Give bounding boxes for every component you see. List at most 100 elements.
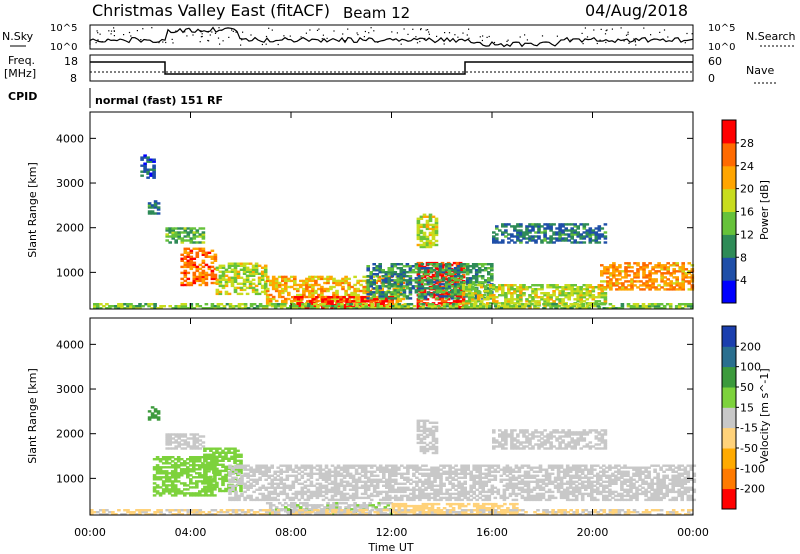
heatmap-cell xyxy=(408,271,413,274)
heatmap-cell xyxy=(183,494,187,497)
heatmap-cell xyxy=(431,235,436,239)
heatmap-cell xyxy=(508,466,513,469)
heatmap-cell xyxy=(599,303,604,306)
heatmap-cell xyxy=(336,466,341,469)
nsearch-dot xyxy=(286,37,288,40)
heatmap-cell xyxy=(433,492,437,496)
heatmap-cell xyxy=(660,280,664,283)
heatmap-cell xyxy=(429,287,434,290)
heatmap-cell xyxy=(549,235,553,238)
heatmap-cell xyxy=(675,278,679,281)
heatmap-cell xyxy=(237,480,241,483)
heatmap-cell xyxy=(426,291,431,294)
heatmap-cell xyxy=(369,484,374,487)
heatmap-cell xyxy=(433,305,438,308)
heatmap-cell xyxy=(296,283,300,287)
heatmap-cell xyxy=(282,478,287,481)
heatmap-cell xyxy=(535,474,540,477)
heatmap-cell xyxy=(369,281,373,284)
heatmap-cell xyxy=(284,285,288,289)
heatmap-cell xyxy=(348,296,352,299)
heatmap-cell xyxy=(429,271,434,274)
heatmap-cell xyxy=(158,460,163,463)
heatmap-cell xyxy=(344,289,348,293)
heatmap-cell xyxy=(372,488,377,491)
heatmap-cell xyxy=(433,472,437,475)
heatmap-cell xyxy=(228,496,232,500)
heatmap-cell xyxy=(484,285,488,288)
heatmap-cell xyxy=(336,498,341,502)
heatmap-cell xyxy=(566,307,570,310)
heatmap-cell xyxy=(372,291,376,294)
heatmap-cell xyxy=(237,482,241,485)
heatmap-cell xyxy=(242,270,247,273)
heatmap-cell xyxy=(476,292,481,295)
heatmap-cell xyxy=(354,470,359,473)
heatmap-cell xyxy=(425,245,430,249)
heatmap-cell xyxy=(276,484,280,487)
heatmap-cell xyxy=(306,484,311,487)
heatmap-cell xyxy=(496,464,501,467)
heatmap-cell xyxy=(660,266,664,269)
heatmap-cell xyxy=(114,307,118,310)
heatmap-cell xyxy=(243,464,247,467)
heatmap-cell xyxy=(475,307,480,310)
heatmap-cell xyxy=(543,237,547,240)
heatmap-cell xyxy=(666,288,670,291)
heatmap-cell xyxy=(477,263,482,266)
heatmap-cell xyxy=(594,296,599,299)
heatmap-cell xyxy=(164,466,169,469)
heatmap-cell xyxy=(478,474,482,477)
heatmap-cell xyxy=(254,292,259,296)
heatmap-cell xyxy=(234,484,238,487)
heatmap-cell xyxy=(650,303,655,306)
heatmap-cell xyxy=(464,302,469,305)
heatmap-cell xyxy=(254,284,259,288)
heatmap-cell xyxy=(543,231,547,234)
heatmap-cell xyxy=(189,281,194,285)
heatmap-cell xyxy=(571,476,576,479)
heatmap-cell xyxy=(528,300,532,303)
heatmap-cell xyxy=(399,275,404,278)
heatmap-cell xyxy=(478,470,482,473)
heatmap-cell xyxy=(492,302,496,305)
heatmap-cell xyxy=(591,233,596,236)
heatmap-cell xyxy=(161,456,166,459)
heatmap-cell xyxy=(183,472,187,475)
heatmap-cell xyxy=(405,285,410,288)
heatmap-cell xyxy=(456,293,461,296)
heatmap-cell xyxy=(549,294,553,297)
heatmap-cell xyxy=(450,293,455,296)
nsearch-dot xyxy=(635,44,637,46)
heatmap-cell xyxy=(420,263,425,266)
heatmap-cell xyxy=(394,466,398,469)
heatmap-cell xyxy=(366,267,370,270)
nsearch-dot xyxy=(412,28,414,30)
heatmap-cell xyxy=(384,279,389,282)
nsearch-dot xyxy=(488,35,490,38)
heatmap-cell xyxy=(468,281,473,284)
heatmap-cell xyxy=(297,478,302,481)
nsearch-dot xyxy=(604,33,607,35)
heatmap-cell xyxy=(265,275,270,279)
nsearch-dot xyxy=(201,35,203,38)
heatmap-cell xyxy=(540,292,544,295)
heatmap-cell xyxy=(251,282,256,285)
heatmap-cell xyxy=(381,285,385,288)
heatmap-cell xyxy=(499,478,504,481)
heatmap-cell xyxy=(565,496,570,500)
nsearch-dot xyxy=(108,30,110,32)
heatmap-cell xyxy=(576,300,580,303)
heatmap-cell xyxy=(221,451,225,454)
heatmap-cell xyxy=(666,282,670,285)
heatmap-cell xyxy=(387,273,392,276)
heatmap-cell xyxy=(242,280,247,283)
heatmap-cell xyxy=(354,480,359,483)
heatmap-cell xyxy=(215,278,220,281)
heatmap-cell xyxy=(508,468,513,471)
nsearch-dot xyxy=(468,28,470,30)
heatmap-cell xyxy=(394,494,398,498)
nsearch-dot xyxy=(370,27,372,29)
heatmap-cell xyxy=(264,470,268,473)
heatmap-cell xyxy=(336,482,341,485)
